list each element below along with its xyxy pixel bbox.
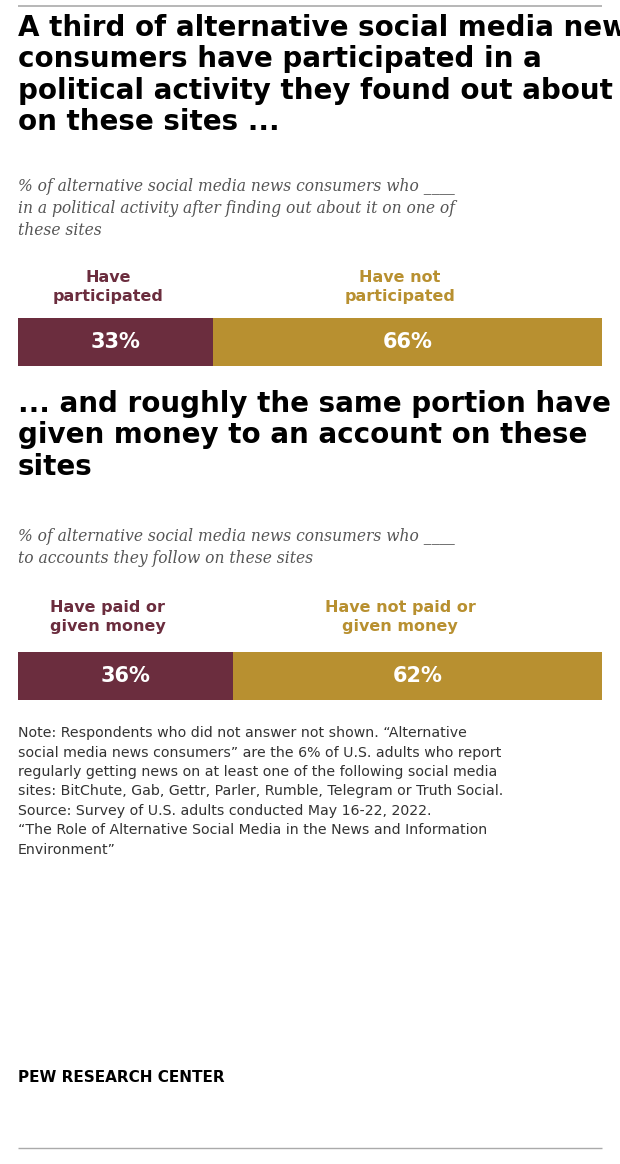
Bar [18, 652, 232, 700]
Text: Have not
participated: Have not participated [345, 270, 456, 304]
Text: PEW RESEARCH CENTER: PEW RESEARCH CENTER [18, 1070, 224, 1085]
Text: % of alternative social media news consumers who ____
to accounts they follow on: % of alternative social media news consu… [18, 528, 454, 567]
Bar [232, 652, 602, 700]
Bar [18, 318, 213, 365]
Text: % of alternative social media news consumers who ____
in a political activity af: % of alternative social media news consu… [18, 178, 455, 240]
Text: ... and roughly the same portion have
given money to an account on these
sites: ... and roughly the same portion have gi… [18, 390, 611, 481]
Text: 66%: 66% [383, 332, 432, 352]
Text: Have
participated: Have participated [53, 270, 164, 304]
Text: 33%: 33% [91, 332, 140, 352]
Text: 36%: 36% [100, 666, 150, 686]
Text: Have paid or
given money: Have paid or given money [50, 599, 166, 633]
Text: A third of alternative social media news
consumers have participated in a
politi: A third of alternative social media news… [18, 14, 620, 136]
Text: 62%: 62% [392, 666, 442, 686]
Text: Have not paid or
given money: Have not paid or given money [324, 599, 476, 633]
Text: Note: Respondents who did not answer not shown. “Alternative
social media news c: Note: Respondents who did not answer not… [18, 726, 503, 857]
Bar [213, 318, 602, 365]
